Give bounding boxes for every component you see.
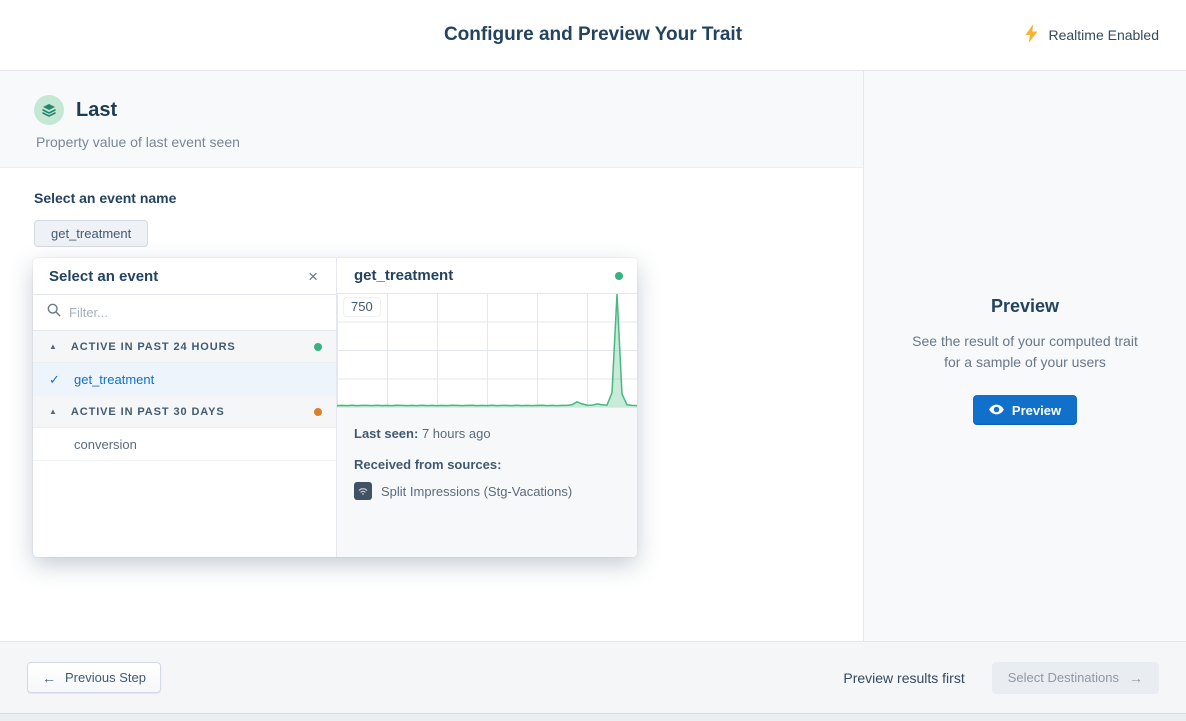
event-name-label: Select an event name bbox=[34, 190, 177, 206]
event-volume-chart: 750 bbox=[337, 293, 637, 407]
event-detail-info: Last seen: 7 hours ago Received from sou… bbox=[337, 407, 637, 557]
trait-name: Last bbox=[76, 98, 118, 121]
source-wifi-icon bbox=[354, 482, 372, 500]
collapse-icon: ▲ bbox=[49, 407, 57, 416]
source-row: Split Impressions (Stg-Vacations) bbox=[354, 482, 620, 500]
page-title: Configure and Preview Your Trait bbox=[443, 24, 743, 45]
chart-line bbox=[337, 293, 637, 407]
select-destinations-button[interactable]: Select Destinations → bbox=[991, 661, 1159, 694]
source-name: Split Impressions (Stg-Vacations) bbox=[381, 483, 573, 499]
trait-description: Property value of last event seen bbox=[36, 134, 240, 150]
wizard-footer: ← Previous Step Preview results first Se… bbox=[0, 641, 1186, 713]
previous-step-button[interactable]: ← Previous Step bbox=[27, 662, 161, 693]
search-icon bbox=[47, 303, 61, 322]
last-seen-value: 7 hours ago bbox=[421, 426, 491, 441]
group-header-30-days[interactable]: ▲ ACTIVE IN PAST 30 DAYS bbox=[33, 396, 336, 428]
check-icon: ✓ bbox=[49, 371, 60, 387]
trait-type-icon bbox=[34, 95, 64, 125]
realtime-badge: Realtime Enabled bbox=[1024, 0, 1159, 70]
event-detail-title: get_treatment bbox=[354, 267, 454, 284]
sources-label: Received from sources: bbox=[354, 457, 502, 472]
eye-icon bbox=[989, 403, 1004, 418]
realtime-label: Realtime Enabled bbox=[1048, 27, 1159, 43]
area-chart bbox=[337, 293, 637, 407]
arrow-left-icon: ← bbox=[42, 669, 56, 686]
collapse-icon: ▲ bbox=[49, 342, 57, 351]
picker-header: Select an event × bbox=[33, 258, 336, 295]
page-header: Configure and Preview Your Trait Realtim… bbox=[0, 0, 1186, 71]
event-picker: Select an event × ▲ ACTIVE IN PAST 24 HO… bbox=[33, 258, 337, 557]
filter-row bbox=[33, 295, 336, 331]
preview-description: See the result of your computed trait fo… bbox=[912, 333, 1138, 370]
event-detail-header: get_treatment bbox=[337, 258, 637, 293]
y-axis-tick-label: 750 bbox=[344, 298, 380, 316]
lightning-bolt-icon bbox=[1024, 24, 1039, 46]
event-detail-panel: get_treatment 750 Last s bbox=[337, 258, 637, 557]
arrow-right-icon: → bbox=[1129, 669, 1143, 686]
picker-title: Select an event bbox=[49, 267, 159, 285]
status-dot-orange bbox=[314, 407, 322, 416]
config-area: Select an event name get_treatment Selec… bbox=[0, 168, 863, 641]
status-dot-green bbox=[615, 271, 623, 280]
event-picker-popover: Select an event × ▲ ACTIVE IN PAST 24 HO… bbox=[33, 258, 637, 557]
bottom-edge bbox=[0, 713, 1186, 721]
last-seen-line: Last seen: 7 hours ago bbox=[354, 426, 491, 441]
filter-input[interactable] bbox=[69, 305, 324, 320]
event-item-conversion[interactable]: ✓ conversion bbox=[33, 428, 336, 461]
status-dot-green bbox=[314, 342, 322, 351]
group-header-24-hours[interactable]: ▲ ACTIVE IN PAST 24 HOURS bbox=[33, 331, 336, 363]
preview-button[interactable]: Preview bbox=[972, 395, 1078, 425]
trait-header: Last Property value of last event seen bbox=[0, 71, 863, 168]
event-item-get-treatment[interactable]: ✓ get_treatment bbox=[33, 363, 336, 396]
close-icon[interactable]: × bbox=[304, 266, 322, 287]
main-area: Last Property value of last event seen S… bbox=[0, 71, 1186, 641]
chart-area bbox=[337, 294, 637, 407]
preview-hint-text: Preview results first bbox=[843, 669, 965, 686]
preview-sidebar: Preview See the result of your computed … bbox=[864, 71, 1186, 641]
preview-title: Preview bbox=[990, 296, 1060, 316]
trait-config-panel: Last Property value of last event seen S… bbox=[0, 71, 864, 641]
selected-event-tag[interactable]: get_treatment bbox=[34, 220, 149, 247]
